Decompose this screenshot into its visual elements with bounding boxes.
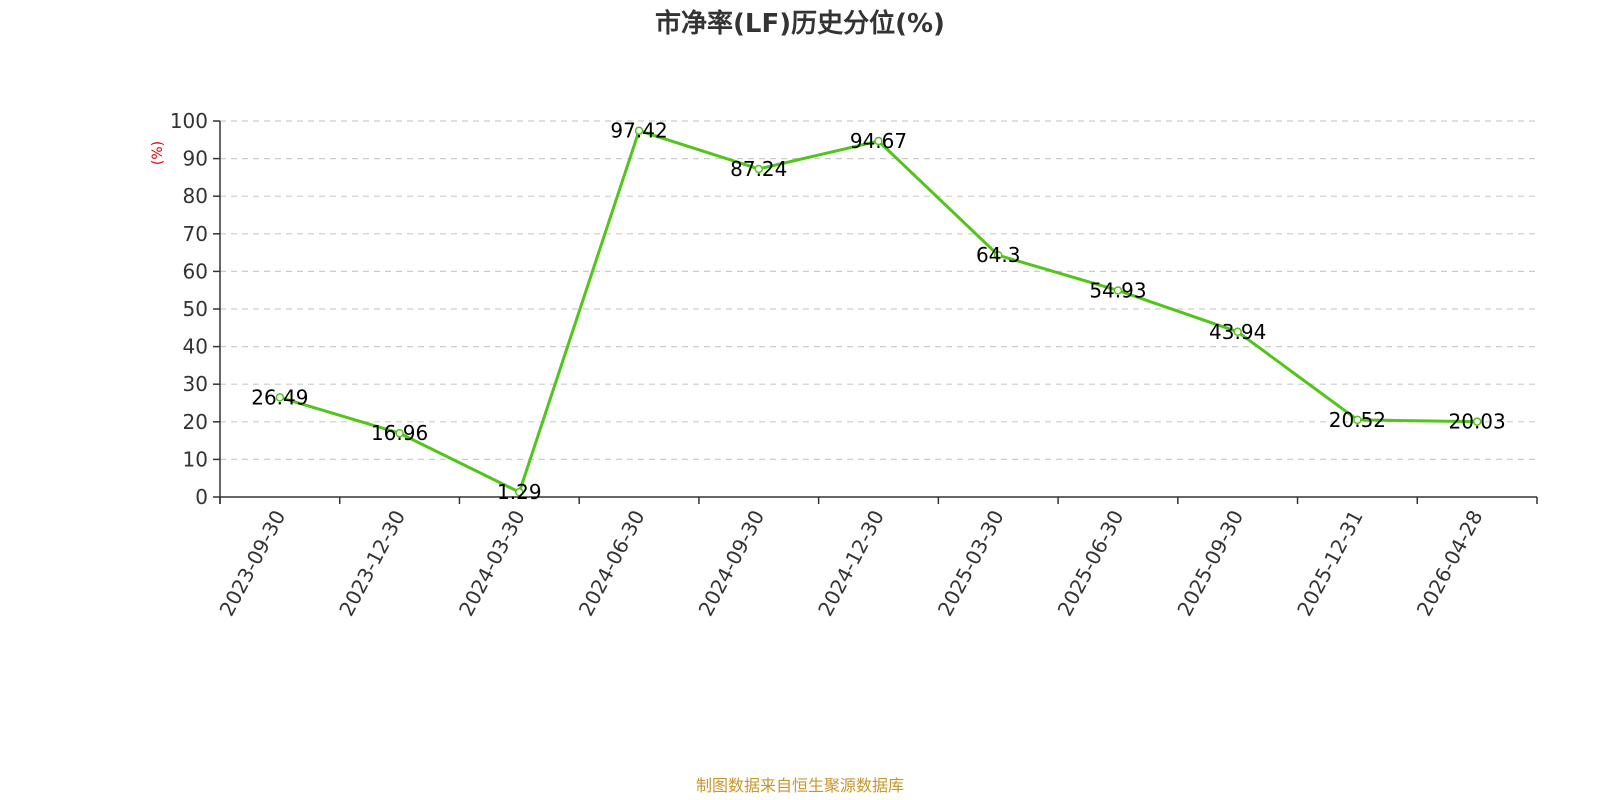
data-label: 26.49 bbox=[251, 385, 308, 409]
x-tick-label: 2024-03-30 bbox=[454, 506, 530, 620]
y-tick-label: 20 bbox=[183, 410, 208, 434]
x-tick-label: 2025-09-30 bbox=[1172, 506, 1248, 620]
data-label: 20.52 bbox=[1329, 408, 1386, 432]
x-tick-label: 2024-12-30 bbox=[813, 506, 889, 620]
axis-layer: 0 10 20 30 40 50 60 70 80 90 100 2023-09-30 2023-12-… bbox=[170, 109, 1538, 620]
y-tick-label: 70 bbox=[183, 222, 208, 246]
y-tick-label: 40 bbox=[183, 335, 208, 359]
y-tick-label: 80 bbox=[183, 184, 208, 208]
x-tick-label: 2024-06-30 bbox=[574, 506, 650, 620]
series-layer bbox=[275, 126, 1482, 497]
y-tick-label: 100 bbox=[170, 109, 208, 133]
data-point bbox=[993, 250, 1003, 260]
data-point bbox=[1353, 415, 1362, 425]
x-tick-label: 2023-09-30 bbox=[215, 506, 291, 620]
x-tick-label: 2025-12-31 bbox=[1292, 506, 1368, 620]
series-line bbox=[279, 129, 1478, 494]
data-label-layer: 26.49 16.96 1.29 97.42 87.24 94.67 64.3 54.93 43… bbox=[251, 119, 1506, 504]
data-point bbox=[1472, 417, 1482, 426]
data-point bbox=[275, 393, 285, 402]
x-tick-label: 2024-09-30 bbox=[693, 506, 769, 620]
x-tick-label: 2025-06-30 bbox=[1053, 506, 1129, 620]
data-point bbox=[395, 428, 404, 438]
data-point bbox=[874, 136, 883, 146]
x-tick-label: 2025-03-30 bbox=[933, 506, 1009, 620]
chart-title: 市净率(LF)历史分位(%) bbox=[655, 8, 945, 39]
data-point bbox=[515, 487, 524, 497]
x-tick-label: 2026-04-28 bbox=[1412, 506, 1488, 620]
data-point bbox=[634, 126, 644, 135]
data-label: 20.03 bbox=[1449, 410, 1506, 434]
data-label: 54.93 bbox=[1089, 278, 1146, 302]
data-label: 43.94 bbox=[1209, 320, 1266, 344]
data-label: 1.29 bbox=[497, 480, 542, 504]
y-tick-label: 10 bbox=[183, 447, 208, 471]
data-point bbox=[754, 164, 764, 174]
data-label: 94.67 bbox=[850, 129, 907, 153]
data-label: 16.96 bbox=[371, 421, 428, 445]
data-point bbox=[1113, 286, 1123, 295]
data-point bbox=[1233, 327, 1242, 337]
data-label: 87.24 bbox=[730, 157, 787, 181]
y-tick-label: 50 bbox=[183, 297, 208, 321]
source-note: 制图数据来自恒生聚源数据库 bbox=[696, 776, 904, 795]
y-tick-label: 60 bbox=[183, 259, 208, 283]
y-tick-label: 90 bbox=[183, 147, 208, 171]
y-tick-label: 0 bbox=[195, 485, 208, 509]
data-label: 64.3 bbox=[976, 243, 1021, 267]
x-tick-label: 2023-12-30 bbox=[334, 506, 410, 620]
y-tick-label: 30 bbox=[183, 372, 208, 396]
data-label: 97.42 bbox=[610, 119, 667, 143]
y-axis-label: (%) bbox=[150, 141, 166, 165]
